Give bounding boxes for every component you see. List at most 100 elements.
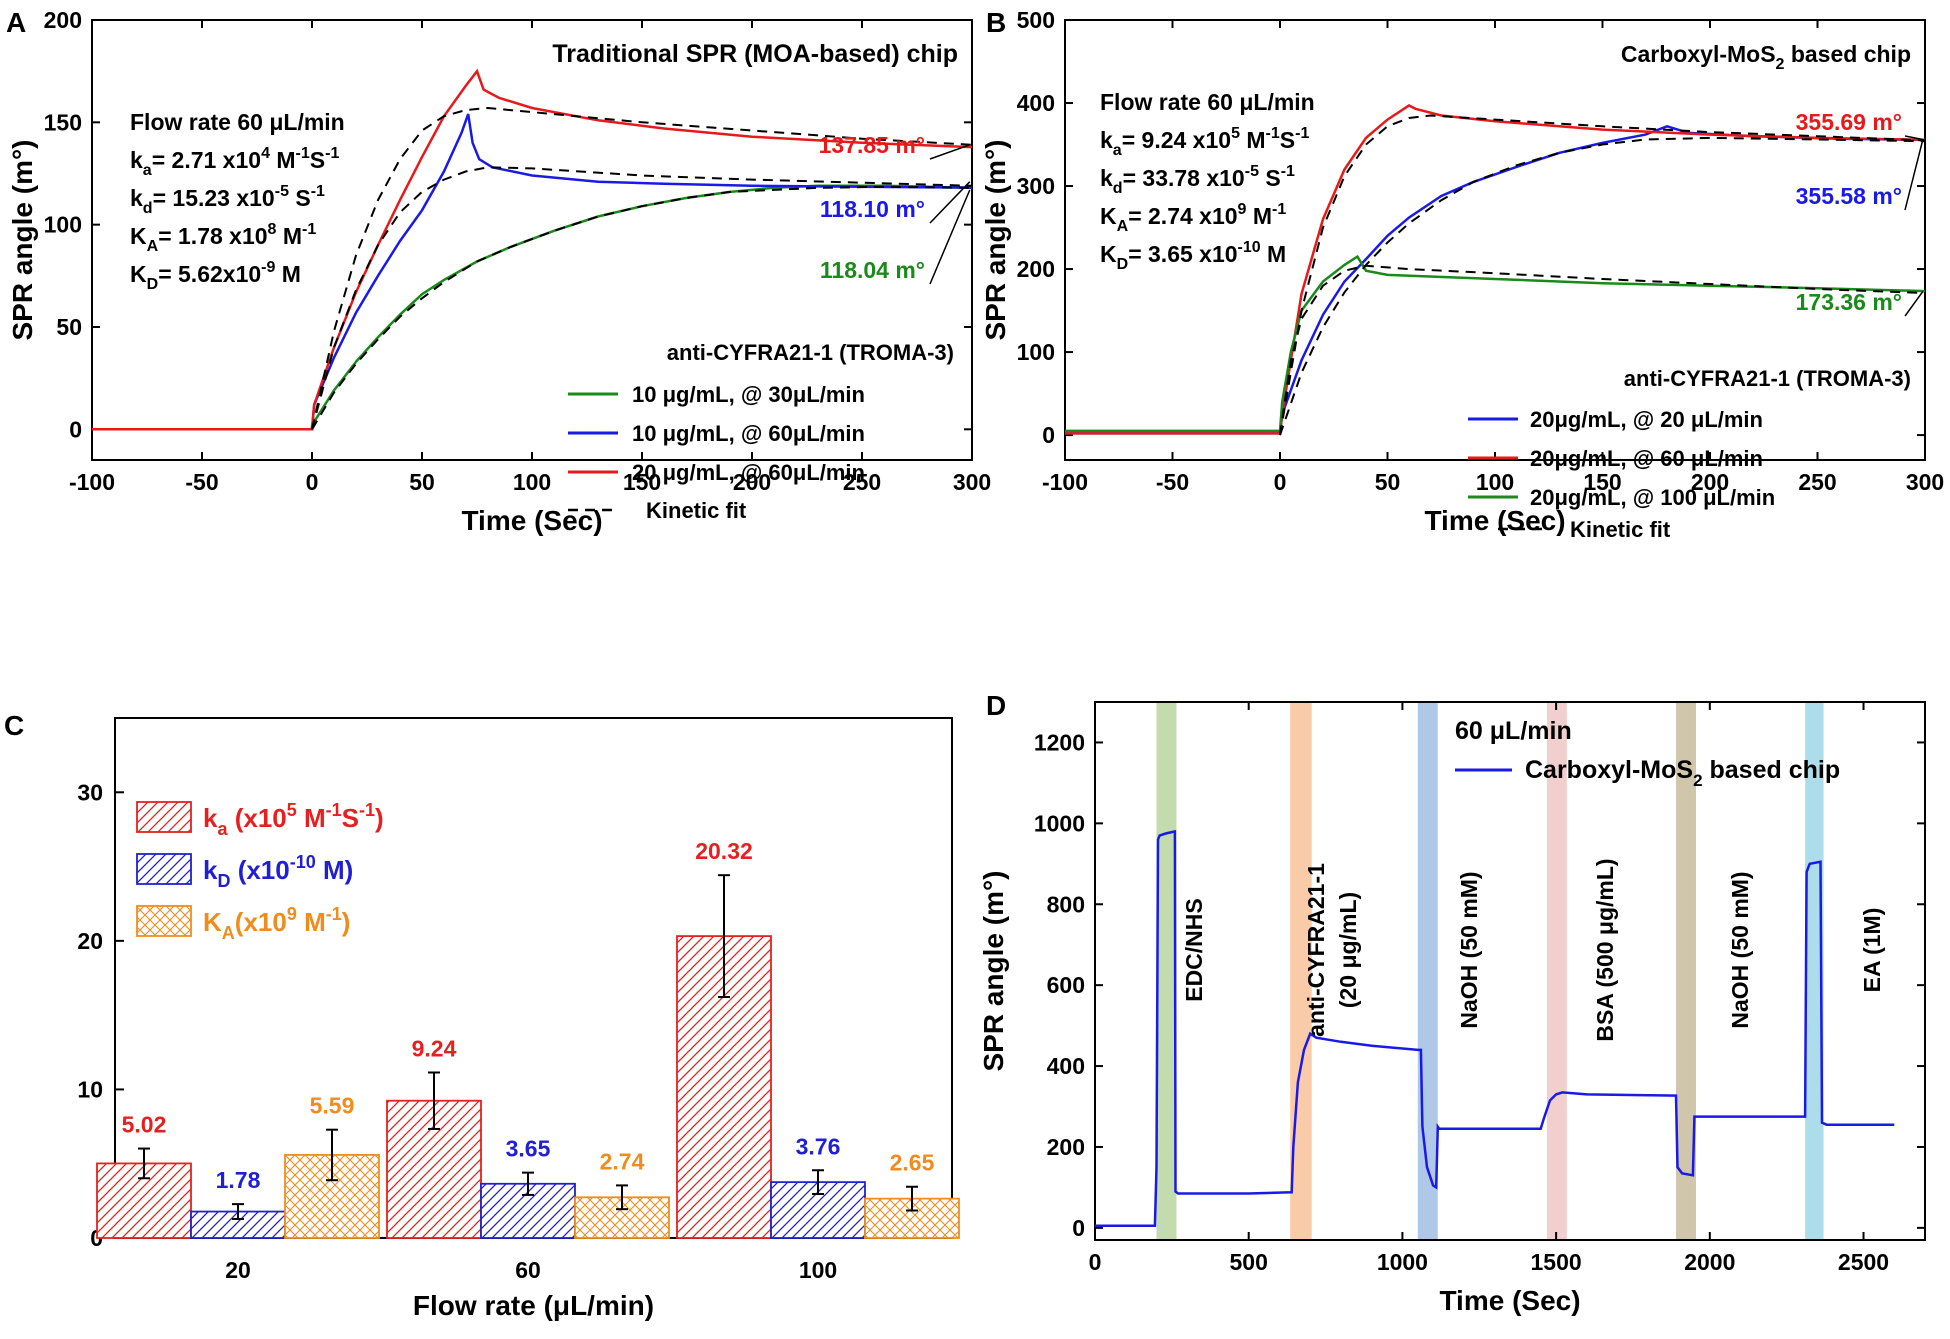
value: = 5.62x10 xyxy=(158,261,261,287)
y-tick-label-d: 800 xyxy=(1047,891,1085,917)
y-tick-label-b: 500 xyxy=(1017,7,1055,33)
panel-label-b: B xyxy=(986,7,1006,38)
symbol: K xyxy=(130,223,147,249)
series-line-b-0 xyxy=(1065,124,1926,435)
symbol: K xyxy=(203,907,222,937)
legend-swatch-c xyxy=(136,905,192,937)
subscript: d xyxy=(1113,180,1123,197)
superscript: -1 xyxy=(359,800,375,820)
data-label-c: 3.76 xyxy=(796,1133,841,1159)
x-tick-label-b: 300 xyxy=(1906,469,1944,495)
value: = 1.78 x10 xyxy=(158,223,267,249)
superscript: -1 xyxy=(1295,125,1309,142)
x-tick-label-d: 500 xyxy=(1230,1249,1268,1275)
legend-entry-c: KA(x109 M-1) xyxy=(203,904,350,943)
x-axis-label-a: Time (Sec) xyxy=(461,505,602,536)
value: (x10 xyxy=(235,907,287,937)
y-tick-label-d: 200 xyxy=(1047,1134,1085,1160)
x-axis-label-c: Flow rate (μL/min) xyxy=(413,1290,654,1321)
x-tick-label-b: 50 xyxy=(1375,469,1401,495)
unit: S xyxy=(1259,165,1281,191)
data-label-c: 9.24 xyxy=(412,1035,457,1061)
annotation-b: 355.58 m° xyxy=(1796,183,1902,209)
superscript: -10 xyxy=(1238,239,1261,256)
superscript: -1 xyxy=(326,904,342,924)
legend-title-a: anti-CYFRA21-1 (TROMA-3) xyxy=(667,340,954,365)
superscript: -5 xyxy=(1245,163,1259,180)
subscript: A xyxy=(1117,218,1129,235)
x-tick-label-d: 1500 xyxy=(1531,1249,1582,1275)
series-line-b-1 xyxy=(1065,104,1926,435)
x-tick-label-b: 250 xyxy=(1798,469,1836,495)
y-tick-label-b: 400 xyxy=(1017,90,1055,116)
legend-entry-a: 20 μg/mL, @ 60μL/min xyxy=(632,460,865,485)
y-axis-label-b: SPR angle (m°) xyxy=(980,139,1011,340)
subscript: a xyxy=(217,819,228,839)
annotation-b: 173.36 m° xyxy=(1796,289,1902,315)
x-tick-label-a: 100 xyxy=(513,469,551,495)
value: = 15.23 x10 xyxy=(153,185,275,211)
y-tick-label-c: 30 xyxy=(77,779,103,805)
unit: M xyxy=(1246,203,1272,229)
event-label: anti-CYFRA21-1 xyxy=(1303,863,1329,1037)
subscript: D xyxy=(147,276,159,293)
y-tick-label-b: 0 xyxy=(1042,422,1055,448)
value: (x10 xyxy=(227,803,286,833)
legend-swatch-c xyxy=(136,853,192,885)
superscript: -1 xyxy=(326,800,342,820)
y-tick-label-d: 400 xyxy=(1047,1053,1085,1079)
y-tick-label-c: 20 xyxy=(77,928,103,954)
kinetic-param-a: ka= 2.71 x104 M-1S-1 xyxy=(130,145,339,179)
x-axis-label-d: Time (Sec) xyxy=(1439,1285,1580,1316)
y-tick-label-a: 50 xyxy=(56,314,82,340)
fit-line-b-2 xyxy=(1279,264,1926,436)
annotation-arrow-b xyxy=(1904,291,1924,317)
y-tick-label-d: 600 xyxy=(1047,972,1085,998)
series-line-b-2 xyxy=(1065,254,1926,433)
legend-title-d: 60 μL/min xyxy=(1455,717,1572,745)
superscript: 5 xyxy=(287,800,297,820)
series-line-d xyxy=(1095,829,1895,1228)
legend-entry-b: 20μg/mL, @ 60 μL/min xyxy=(1530,446,1763,471)
data-label-c: 5.02 xyxy=(122,1112,167,1138)
symbol: k xyxy=(203,803,218,833)
subscript: a xyxy=(143,162,152,179)
y-tick-label-a: 200 xyxy=(44,7,82,33)
unit: S xyxy=(289,185,311,211)
y-tick-label-d: 1200 xyxy=(1034,729,1085,755)
panel-label-a: A xyxy=(6,7,26,38)
panel-label-c: C xyxy=(4,710,24,741)
subscript: A xyxy=(147,238,159,255)
kinetic-param-b: KA= 2.74 x109 M-1 xyxy=(1100,201,1286,235)
value: = 3.65 x10 xyxy=(1128,241,1237,267)
x-tick-label-a: 150 xyxy=(623,469,661,495)
superscript: -10 xyxy=(290,852,316,872)
annotation-arrow-a xyxy=(929,144,971,160)
event-band-2 xyxy=(1417,702,1438,1240)
chart-title-b: Carboxyl-MoS2 based chip xyxy=(1621,41,1911,73)
event-label: (20 μg/mL) xyxy=(1335,892,1361,1008)
superscript: -1 xyxy=(296,145,310,162)
x-tick-label-c: 20 xyxy=(225,1257,251,1283)
superscript: -1 xyxy=(325,145,339,162)
superscript: 4 xyxy=(261,145,270,162)
fit-line-a-2 xyxy=(311,106,973,430)
value: = 33.78 x10 xyxy=(1123,165,1245,191)
legend-entry-c: ka (x105 M-1S-1) xyxy=(203,800,384,839)
title-part: based chip xyxy=(1784,41,1911,67)
legend-entry-c: kD (x10-10 M) xyxy=(203,852,353,891)
title-part: Carboxyl-MoS xyxy=(1621,41,1776,67)
series-line-a-2 xyxy=(92,68,973,431)
legend-part: Carboxyl-MoS xyxy=(1525,756,1693,784)
symbol: k xyxy=(130,147,143,173)
x-tick-label-d: 2000 xyxy=(1684,1249,1735,1275)
superscript: -1 xyxy=(1266,125,1280,142)
superscript: -5 xyxy=(275,183,289,200)
x-tick-label-b: -100 xyxy=(1042,469,1088,495)
data-label-c: 20.32 xyxy=(695,838,753,864)
unit: S xyxy=(310,147,325,173)
y-tick-label-d: 1000 xyxy=(1034,810,1085,836)
x-tick-label-b: 0 xyxy=(1274,469,1287,495)
annotation-arrow-b xyxy=(1904,139,1924,211)
